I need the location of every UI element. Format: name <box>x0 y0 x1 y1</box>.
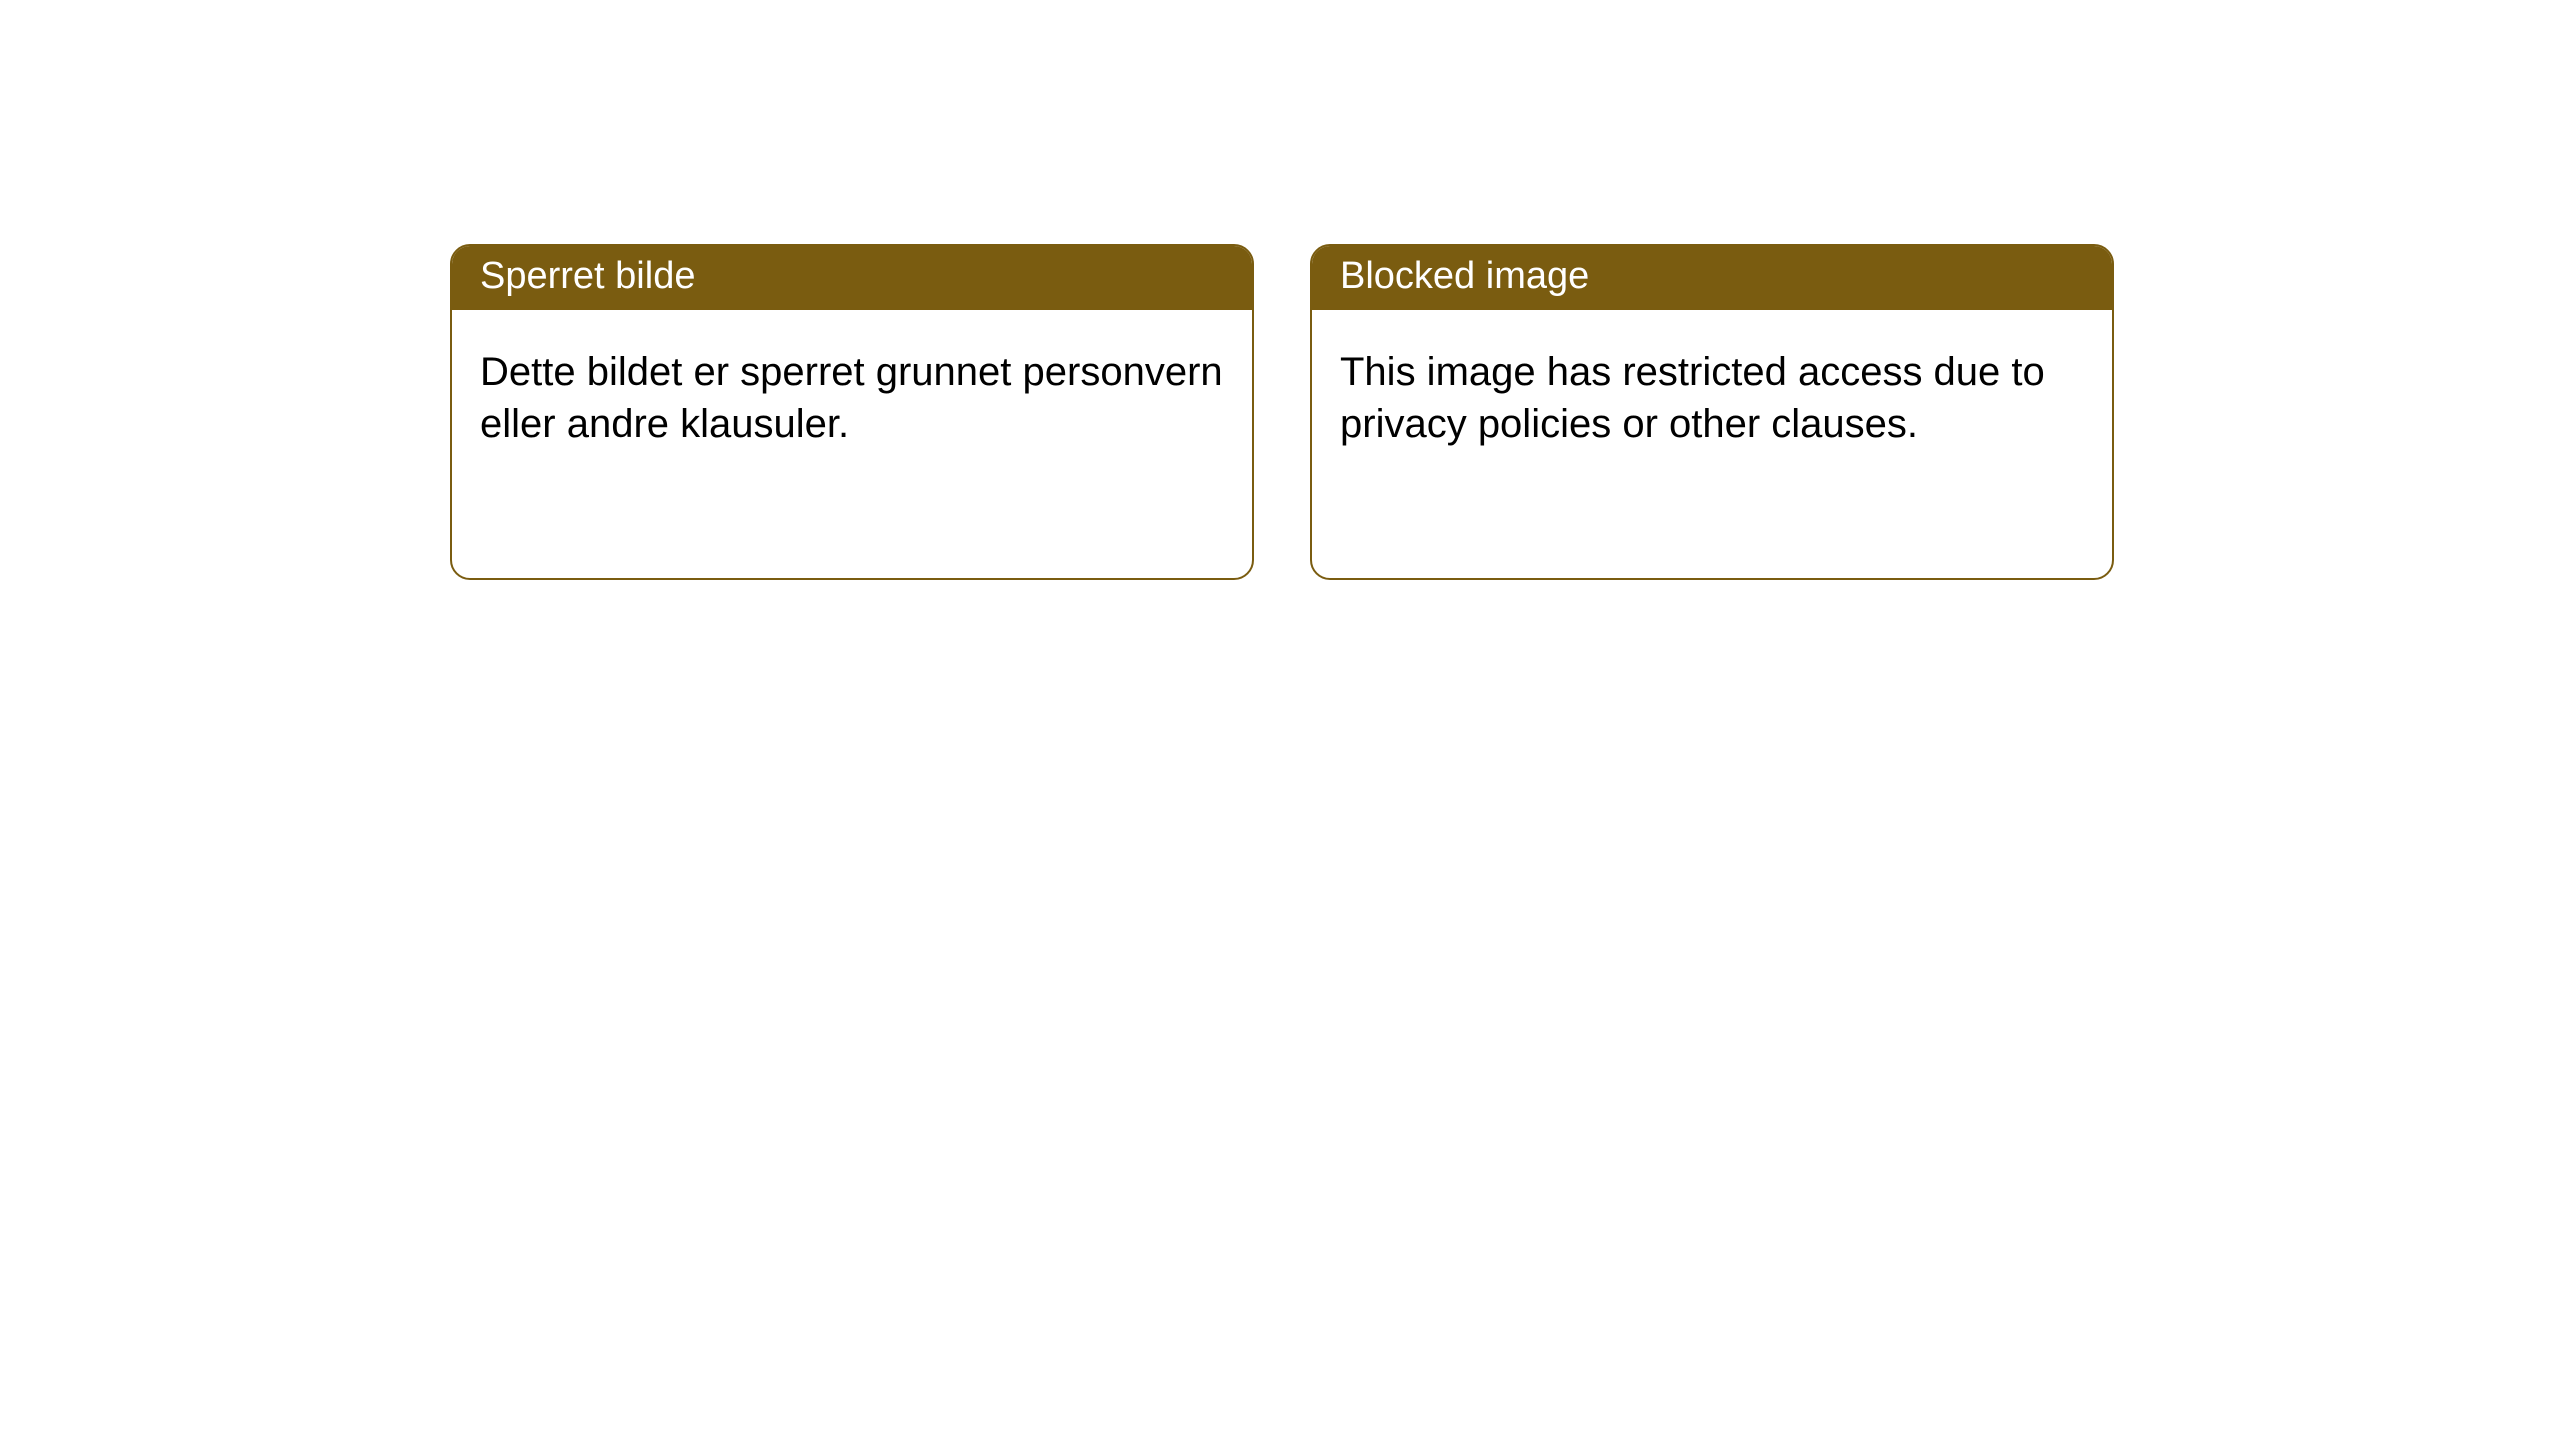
card-body-en: This image has restricted access due to … <box>1312 310 2112 480</box>
blocked-image-card-en: Blocked image This image has restricted … <box>1310 244 2114 580</box>
card-container: Sperret bilde Dette bildet er sperret gr… <box>0 0 2560 580</box>
blocked-image-card-no: Sperret bilde Dette bildet er sperret gr… <box>450 244 1254 580</box>
card-header-no: Sperret bilde <box>452 246 1252 310</box>
card-body-no: Dette bildet er sperret grunnet personve… <box>452 310 1252 480</box>
card-header-en: Blocked image <box>1312 246 2112 310</box>
